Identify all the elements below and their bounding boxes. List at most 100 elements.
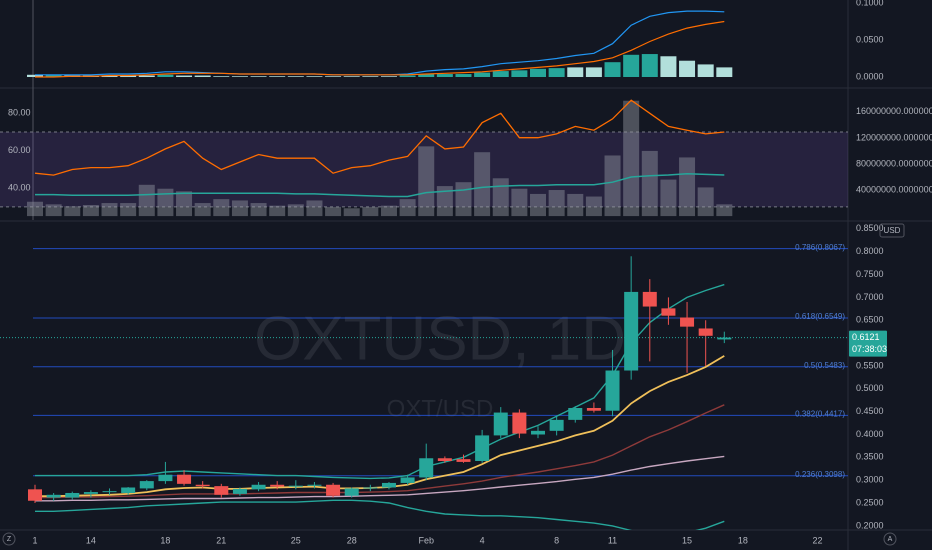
volume-bar	[623, 100, 640, 217]
axis-tick-label: 0.4500	[856, 406, 884, 416]
volume-bar	[604, 155, 621, 217]
histogram-bar	[101, 75, 118, 78]
zoom-button[interactable]	[2, 532, 16, 546]
candle-body	[195, 484, 210, 487]
x-tick-label: 8	[554, 535, 559, 545]
candle-body	[65, 492, 80, 498]
candle-body	[717, 337, 732, 340]
axis-tick-label: 0.2000	[856, 520, 884, 530]
histogram-bar	[455, 74, 472, 78]
axis-tick-label: 80.00	[8, 108, 31, 118]
histogram-bar	[567, 67, 584, 78]
volume-bar	[567, 193, 584, 217]
axis-tick-label: 0.7500	[856, 269, 884, 279]
auto-scale-icon[interactable]: A	[888, 536, 893, 543]
candle-body	[28, 489, 42, 501]
candle-body	[232, 488, 247, 494]
volume-bar	[250, 203, 267, 217]
histogram-bar	[660, 56, 677, 78]
fib-label: 0.236(0.3098)	[795, 470, 845, 479]
volume-bar	[64, 206, 81, 217]
countdown-label: 07:38:03	[852, 344, 887, 354]
volume-bar	[455, 182, 472, 217]
candle-body	[288, 485, 303, 487]
histogram-bar	[45, 74, 62, 78]
volume-bar	[325, 206, 342, 217]
histogram-bar	[604, 62, 621, 78]
pane	[27, 10, 733, 78]
candle-body	[344, 488, 359, 496]
axis-tick-label: 0.3500	[856, 452, 884, 462]
volume-bar	[138, 184, 155, 217]
candle-body	[680, 317, 695, 327]
volume-bar	[399, 199, 416, 217]
axis-tick-label: 0.1000	[856, 0, 884, 7]
volume-bar	[716, 204, 733, 217]
histogram-bar	[697, 64, 714, 78]
currency-box	[879, 223, 905, 238]
histogram-bar	[176, 75, 193, 78]
volume-bar	[362, 206, 379, 217]
histogram-bar	[623, 54, 640, 78]
x-tick-label: 4	[480, 535, 485, 545]
axis-tick-label: 80000000.00000000	[856, 158, 932, 168]
volume-bar	[679, 157, 696, 217]
volume-bar	[269, 205, 286, 217]
candle-body	[568, 407, 583, 420]
volume-bar	[176, 191, 193, 217]
x-tick-label: 15	[682, 535, 692, 545]
histogram-bar	[287, 76, 304, 78]
axis-tick-label: 0.6500	[856, 315, 884, 325]
volume-bar	[697, 187, 714, 217]
currency-label: USD	[884, 226, 901, 235]
volume-bar	[231, 200, 248, 217]
watermark-symbol: OXTUSD, 1D	[254, 304, 626, 373]
fib-label: 0.5(0.5483)	[804, 361, 845, 370]
axis-tick-label: 0.5500	[856, 360, 884, 370]
histogram-bar	[362, 76, 379, 78]
candle-body	[214, 486, 229, 495]
candle-body	[121, 487, 136, 493]
axis-tick-label: 0.8000	[856, 246, 884, 256]
histogram-bar	[418, 74, 435, 78]
histogram-bar	[231, 76, 248, 78]
histogram-bar	[269, 76, 286, 78]
indicator-line	[35, 172, 725, 198]
candle-body	[549, 419, 564, 431]
axis-tick-label: 0.0500	[856, 34, 884, 44]
candle-body	[624, 291, 639, 371]
x-tick-label: 18	[160, 535, 170, 545]
histogram-bar	[343, 76, 360, 78]
axis-tick-label: 160000000.00000000	[856, 106, 932, 116]
candle-body	[326, 484, 341, 496]
indicator-line	[35, 355, 725, 498]
auto-scale-button[interactable]	[883, 532, 897, 546]
histogram-bar	[511, 70, 528, 78]
histogram-bar	[716, 67, 733, 78]
indicator-line	[35, 455, 725, 502]
x-tick-label: 14	[86, 535, 96, 545]
indicator-line	[35, 499, 725, 530]
volume-bar	[157, 188, 174, 217]
volume-bar	[306, 200, 323, 217]
candle-body	[531, 430, 546, 435]
candle-body	[437, 458, 452, 461]
histogram-bar	[679, 60, 696, 78]
axis-tick-label: 0.5000	[856, 383, 884, 393]
volume-bar	[343, 208, 360, 217]
histogram-bar	[641, 54, 658, 78]
candle-body	[177, 474, 192, 484]
axis-tick-label: 40000000.00000000	[856, 184, 932, 194]
volume-bar	[660, 179, 677, 217]
candle-body	[642, 291, 657, 307]
zoom-button-icon[interactable]: Z	[7, 536, 12, 543]
histogram-bar	[250, 76, 267, 78]
histogram-bar	[399, 75, 416, 78]
volume-bar	[27, 201, 43, 217]
volume-bar	[380, 205, 397, 217]
last-price-box	[849, 330, 887, 357]
candle-body	[661, 308, 676, 316]
